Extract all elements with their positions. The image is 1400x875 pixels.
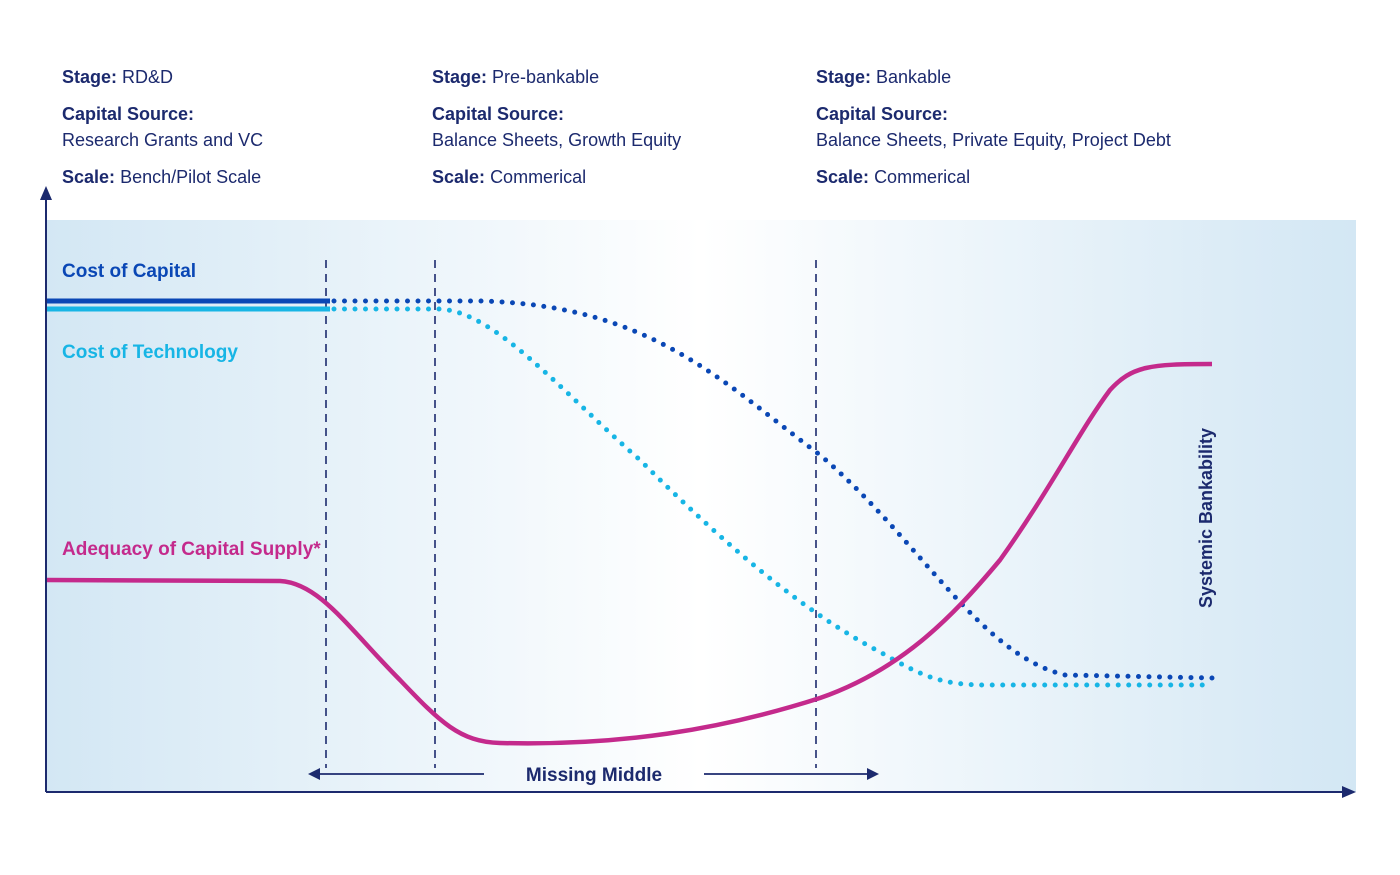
x-axis-arrow-icon — [1342, 786, 1356, 798]
capital-source-value: Balance Sheets, Growth Equity — [432, 130, 682, 150]
y-axis-arrow-icon — [40, 186, 52, 200]
stage-bankable: Stage: Bankable Capital Source: Balance S… — [816, 64, 1171, 201]
stage-value: Bankable — [876, 67, 952, 87]
arrow-left-icon — [308, 768, 320, 780]
scale-label: Scale: — [432, 167, 486, 187]
scale-value: Commerical — [874, 167, 971, 187]
stage-value: Pre-bankable — [492, 67, 600, 87]
stage-label: Stage: — [816, 67, 872, 87]
plot-background — [46, 220, 1356, 792]
arrow-right-icon — [867, 768, 879, 780]
capital-source-label: Capital Source: — [62, 104, 195, 124]
systemic-bankability-label: Systemic Bankability — [1196, 428, 1216, 608]
stage-value: RD&D — [122, 67, 174, 87]
capital-source-value: Research Grants and VC — [62, 130, 264, 150]
cost-of-technology-dotted-line — [331, 306, 1215, 688]
missing-middle-label: Missing Middle — [526, 765, 662, 786]
scale-value: Commerical — [490, 167, 587, 187]
adequacy-label: Adequacy of Capital Supply* — [62, 539, 321, 560]
scale-label: Scale: — [62, 167, 116, 187]
capital-source-label: Capital Source: — [816, 104, 949, 124]
stage-label: Stage: — [62, 67, 118, 87]
missing-middle-arrow — [308, 768, 879, 780]
stage-rdd: Stage: RD&D Capital Source: Research Gran… — [62, 64, 263, 201]
stage-dividers — [325, 260, 817, 768]
capital-source-value: Balance Sheets, Private Equity, Project … — [816, 130, 1171, 150]
scale-label: Scale: — [816, 167, 870, 187]
stage-pre-bankable: Stage: Pre-bankable Capital Source: Balan… — [432, 64, 681, 201]
cost-of-capital-label: Cost of Capital — [62, 261, 196, 282]
stage-label: Stage: — [432, 67, 488, 87]
capital-source-label: Capital Source: — [432, 104, 565, 124]
scale-value: Bench/Pilot Scale — [120, 167, 262, 187]
adequacy-curve — [45, 361, 1213, 746]
cost-of-technology-label: Cost of Technology — [62, 342, 238, 363]
